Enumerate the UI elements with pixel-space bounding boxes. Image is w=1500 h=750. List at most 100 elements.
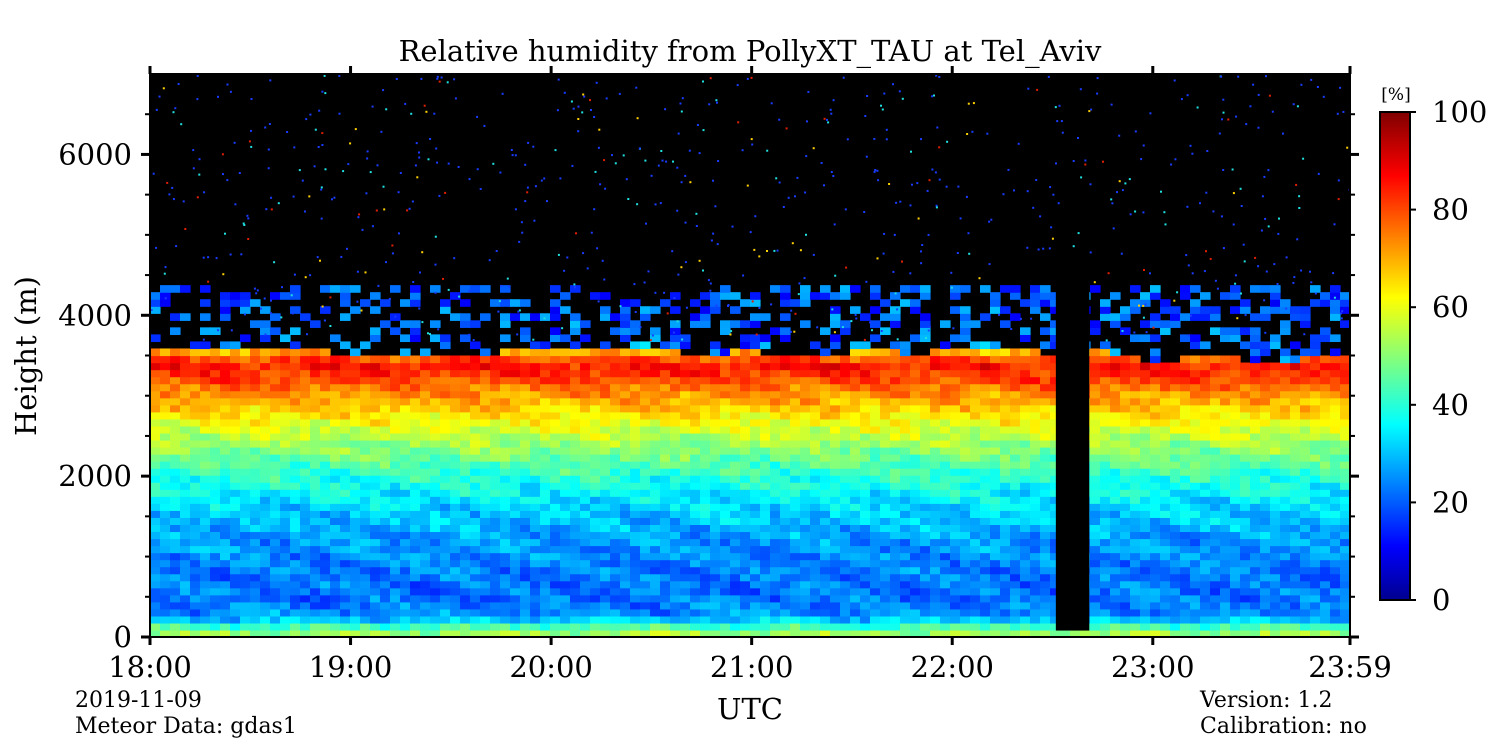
heatmap-cell <box>930 376 941 385</box>
heatmap-cell <box>790 559 801 568</box>
heatmap-cell <box>190 475 201 483</box>
heatmap-cell <box>780 334 791 343</box>
heatmap-cell <box>890 292 901 300</box>
heatmap-cell <box>1260 306 1271 314</box>
heatmap-cell <box>700 594 711 603</box>
heatmap-cell <box>640 454 651 462</box>
heatmap-cell <box>1130 482 1141 490</box>
heatmap-cell <box>380 580 391 589</box>
heatmap-cell <box>680 559 691 568</box>
heatmap-cell <box>650 306 661 314</box>
heatmap-cell <box>960 587 971 596</box>
heatmap-cell <box>1200 355 1211 364</box>
heatmap-cell <box>380 496 391 504</box>
heatmap-cell <box>280 383 291 392</box>
heatmap-cell <box>1130 397 1141 406</box>
heatmap-cell <box>1100 538 1111 547</box>
heatmap-cell <box>270 496 281 504</box>
heatmap-cell <box>930 397 941 406</box>
heatmap-cell <box>580 566 591 575</box>
heatmap-cell <box>840 376 851 385</box>
heatmap-cell <box>790 454 801 462</box>
heatmap-cell <box>1090 383 1101 392</box>
heatmap-cell <box>370 531 381 540</box>
heatmap-cell <box>310 566 321 575</box>
heatmap-cell <box>740 432 751 441</box>
heatmap-cell <box>210 461 221 469</box>
heatmap-cell <box>670 489 681 497</box>
heatmap-cell <box>390 355 401 364</box>
heatmap-cell <box>170 432 181 441</box>
heatmap-cell <box>700 524 711 533</box>
heatmap-cell <box>670 475 681 483</box>
heatmap-cell <box>780 468 791 476</box>
heatmap-cell <box>160 594 171 603</box>
heatmap-cell <box>560 580 571 589</box>
heatmap-cell <box>1230 531 1241 540</box>
heatmap-cell <box>590 292 601 300</box>
heatmap-cell <box>660 468 671 476</box>
heatmap-cell <box>520 355 531 364</box>
heatmap-cell <box>340 615 351 624</box>
heatmap-cell <box>300 439 311 448</box>
heatmap-cell <box>530 362 541 371</box>
heatmap-cell <box>620 327 631 335</box>
heatmap-cell <box>690 496 701 504</box>
heatmap-cell <box>960 327 971 335</box>
heatmap-cell <box>730 418 741 427</box>
heatmap-cell <box>330 552 341 561</box>
heatmap-cell <box>770 432 781 441</box>
heatmap-cell <box>610 503 621 511</box>
heatmap-cell <box>1130 334 1141 343</box>
heatmap-cell <box>430 531 441 540</box>
heatmap-cell <box>750 439 761 448</box>
heatmap-cell <box>560 489 571 497</box>
heatmap-cell <box>1150 587 1161 596</box>
heatmap-cell <box>720 369 731 378</box>
heatmap-cell <box>1140 552 1151 561</box>
heatmap-cell <box>620 306 631 314</box>
heatmap-cell <box>290 545 301 554</box>
heatmap-cell <box>970 587 981 596</box>
heatmap-cell <box>840 580 851 589</box>
heatmap-cell <box>440 594 451 603</box>
heatmap-cell <box>780 461 791 469</box>
heatmap-cell <box>1090 475 1101 483</box>
heatmap-cell <box>1030 390 1041 399</box>
heatmap-cell <box>1260 622 1271 631</box>
heatmap-cell <box>200 608 211 617</box>
heatmap-cell <box>720 327 731 335</box>
heatmap-cell <box>390 397 401 406</box>
heatmap-cell <box>1140 510 1151 518</box>
heatmap-cell <box>310 601 321 610</box>
heatmap-cell <box>1000 622 1011 631</box>
heatmap-cell <box>580 362 591 371</box>
heatmap-cell <box>460 594 471 603</box>
heatmap-cell <box>730 622 741 631</box>
heatmap-cell <box>650 390 661 399</box>
heatmap-cell <box>1200 587 1211 596</box>
heatmap-cell <box>250 425 261 434</box>
heatmap-cell <box>880 510 891 518</box>
heatmap-cell <box>500 587 511 596</box>
heatmap-cell <box>840 418 851 427</box>
heatmap-cell <box>570 573 581 582</box>
heatmap-cell <box>740 468 751 476</box>
heatmap-cell <box>740 397 751 406</box>
heatmap-cell <box>1130 355 1141 364</box>
heatmap-cell <box>430 404 441 413</box>
heatmap-cell <box>1140 404 1151 413</box>
heatmap-cell <box>320 622 331 631</box>
heatmap-cell <box>1280 545 1291 554</box>
heatmap-cell <box>580 439 591 448</box>
heatmap-cell <box>610 524 621 533</box>
heatmap-cell <box>810 454 821 462</box>
heatmap-cell <box>1000 517 1011 525</box>
heatmap-cell <box>640 503 651 511</box>
heatmap-cell <box>900 454 911 462</box>
heatmap-cell <box>1280 608 1291 617</box>
heatmap-cell <box>1050 475 1061 483</box>
heatmap-cell <box>830 313 841 321</box>
heatmap-cell <box>490 580 501 589</box>
heatmap-cell <box>620 559 631 568</box>
